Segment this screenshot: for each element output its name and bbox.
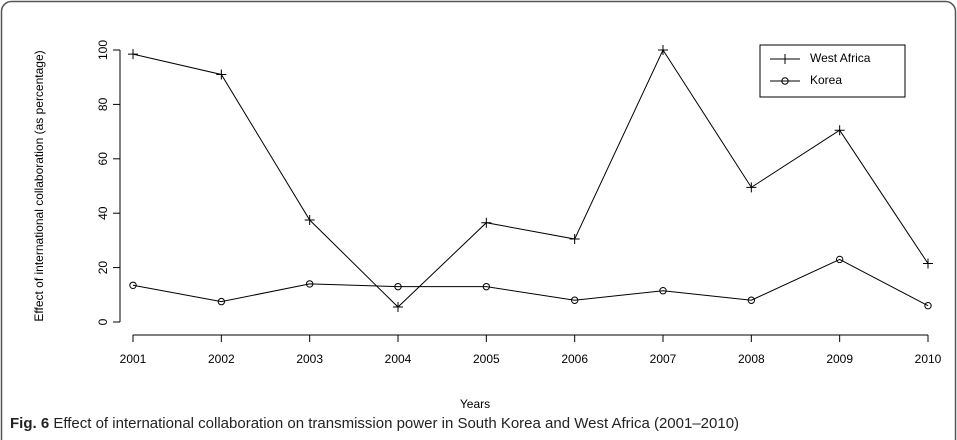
- marker-plus: [304, 215, 315, 225]
- marker-circle: [570, 296, 579, 304]
- marker-plus: [393, 302, 403, 313]
- x-tick-label: 2005: [473, 352, 500, 366]
- legend-label: West Africa: [810, 51, 871, 65]
- y-tick-label: 20: [96, 261, 110, 275]
- y-tick-label: 100: [96, 40, 110, 60]
- marker-plus: [658, 45, 668, 55]
- caption-text: Effect of international collaboration on…: [53, 415, 739, 432]
- y-tick-label: 80: [96, 97, 110, 111]
- marker-circle: [747, 296, 756, 304]
- marker-circle: [217, 297, 226, 306]
- x-tick-label: 2004: [385, 352, 412, 366]
- marker-circle: [835, 255, 844, 264]
- marker-plus: [923, 258, 933, 269]
- marker-plus: [780, 54, 790, 64]
- legend-box: [759, 44, 906, 98]
- series-line: [132, 48, 929, 308]
- legend-label: Korea: [810, 73, 842, 87]
- caption-label: Fig. 6: [10, 415, 49, 432]
- marker-plus: [834, 125, 845, 136]
- marker-circle: [394, 282, 402, 291]
- y-tick-label: 0: [96, 318, 110, 325]
- marker-plus: [216, 69, 227, 80]
- y-tick-label: 60: [96, 152, 110, 166]
- x-axis-label: Years: [460, 397, 490, 411]
- marker-circle: [482, 282, 491, 291]
- marker-circle: [659, 287, 667, 295]
- y-axis-label: Effect of international collaboration (a…: [32, 50, 46, 321]
- marker-circle: [781, 77, 789, 85]
- marker-circle: [924, 301, 932, 310]
- marker-circle: [305, 280, 314, 288]
- marker-plus: [128, 49, 138, 60]
- marker-plus: [569, 234, 580, 245]
- marker-plus: [746, 182, 757, 193]
- marker-circle: [129, 281, 137, 289]
- caption: Fig. 6 Effect of international collabora…: [10, 415, 739, 432]
- x-tick-label: 2001: [120, 352, 147, 366]
- x-tick-label: 2003: [296, 352, 323, 366]
- series-line: [132, 258, 929, 307]
- x-tick-label: 2008: [738, 352, 765, 366]
- x-tick-label: 2009: [826, 352, 853, 366]
- x-tick-label: 2010: [915, 352, 942, 366]
- y-tick-label: 40: [96, 206, 110, 220]
- marker-plus: [481, 217, 492, 228]
- x-tick-label: 2006: [561, 352, 588, 366]
- x-tick-label: 2007: [650, 352, 677, 366]
- x-tick-label: 2002: [208, 352, 235, 366]
